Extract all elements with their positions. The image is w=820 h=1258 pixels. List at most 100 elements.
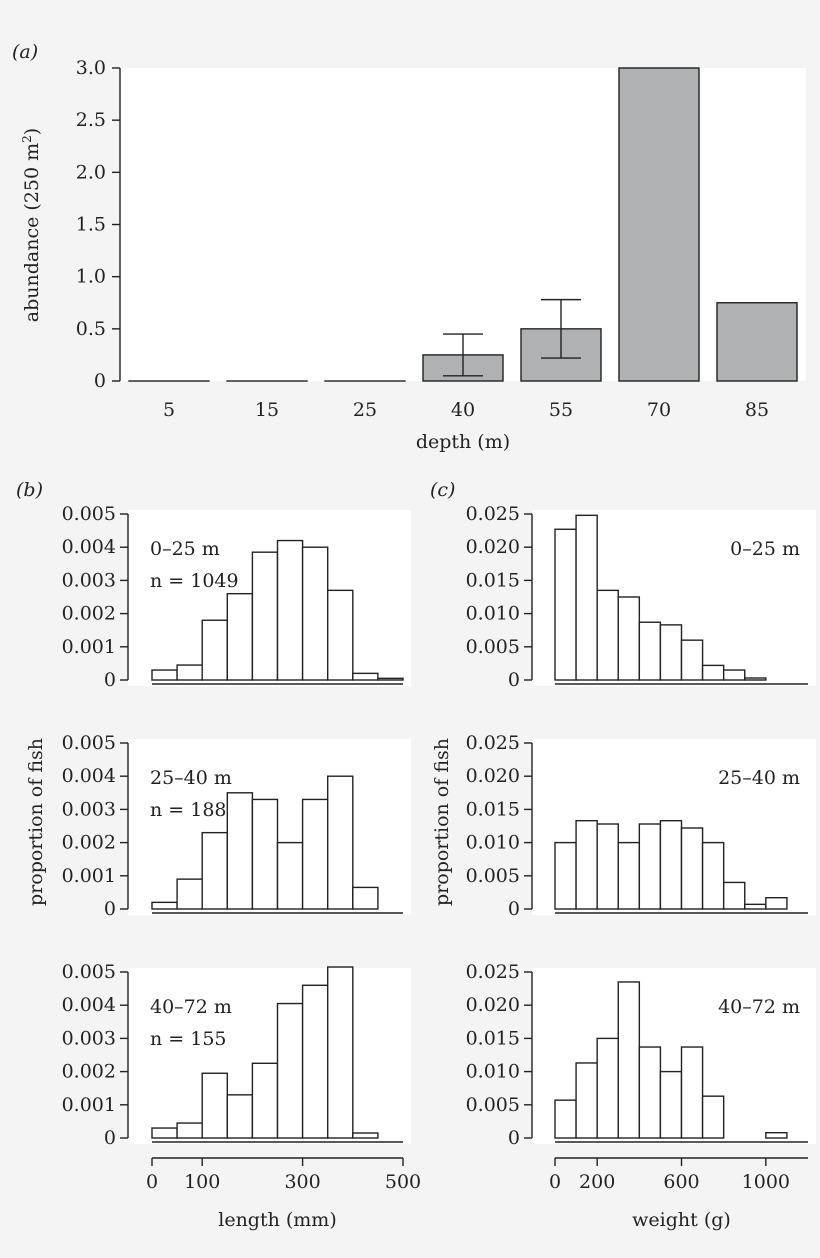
panel-b-x-tick-label: 100 <box>184 1171 220 1193</box>
panel-b-sample-size-label: n = 1049 <box>150 570 239 592</box>
panel-b-histogram-bar <box>176 1122 203 1139</box>
panel-b-y-tick-label: 0.001 <box>62 865 116 887</box>
panel-c-histogram-bar <box>617 841 641 910</box>
panel-b-x-tick-label: 500 <box>385 1171 421 1193</box>
panel-c-histogram-bar <box>680 1046 704 1139</box>
panel-b-depth-label: 40–72 m <box>150 996 232 1018</box>
panel-b-histogram-bar <box>151 1127 178 1139</box>
panel-c-y-tick-label: 0.010 <box>466 603 520 625</box>
panel-b-y-tick-label: 0.002 <box>62 603 116 625</box>
panel-b-histogram-bar <box>226 592 254 681</box>
panel-c-y-tick-label: 0.015 <box>466 1027 520 1049</box>
panel-b-sample-size-label: n = 155 <box>150 1028 227 1050</box>
panel-c-x-tick-label: 0 <box>549 1171 561 1193</box>
panel-b-y-tick-label: 0.004 <box>62 765 116 787</box>
panel-a-x-tick-label: 70 <box>647 399 671 421</box>
panel-b-histogram-bar <box>176 664 203 681</box>
panel-b-histogram-bar <box>176 878 203 910</box>
panel-c-histogram-bar <box>680 639 704 681</box>
panel-a-x-tick-label: 15 <box>255 399 279 421</box>
panel-b-depth-label: 25–40 m <box>150 767 232 789</box>
panel-c-y-tick-label: 0.025 <box>466 732 520 754</box>
panel-c-y-tick-label: 0.025 <box>466 961 520 983</box>
panel-b-y-tick-label: 0 <box>104 1127 116 1149</box>
panel-b-depth-label: 0–25 m <box>150 538 220 560</box>
panel-a-y-tick-label: 1.5 <box>76 214 106 236</box>
panel-b-y-tick-label: 0.005 <box>62 961 116 983</box>
panel-b-length-histograms: (b) 0 0.001 0.002 0.003 0.004 0.005 0–25 m n = 1… <box>16 479 421 1231</box>
panel-c-histogram-bar <box>575 819 598 910</box>
panel-c-x-tick-label: 600 <box>663 1171 699 1193</box>
panel-a-x-tick-label: 85 <box>745 399 769 421</box>
panel-c-histogram-bar <box>659 624 683 681</box>
panel-c-depth-label: 0–25 m <box>730 538 800 560</box>
panel-c-histogram-bar <box>596 823 619 910</box>
panel-b-histogram-bar <box>151 669 178 681</box>
panel-b-y-tick-label: 0.001 <box>62 1094 116 1116</box>
panel-c-histogram-bar <box>638 1046 662 1139</box>
panel-c-y-tick-label: 0.005 <box>466 636 520 658</box>
panel-c-x-tick-label: 200 <box>579 1171 615 1193</box>
panel-b-y-tick-label: 0.003 <box>62 798 116 820</box>
panel-a-x-label: depth (m) <box>416 431 510 453</box>
panel-b-y-tick-label: 0.002 <box>62 832 116 854</box>
panel-a-y-tick-label: 3.0 <box>76 57 106 79</box>
panel-b-y-tick-label: 0.001 <box>62 636 116 658</box>
panel-c-histogram-bar <box>701 841 725 910</box>
panel-c-y-tick-label: 0.025 <box>466 503 520 525</box>
panel-c-y-tick-label: 0.015 <box>466 798 520 820</box>
panel-b-x-label: length (mm) <box>218 1209 337 1231</box>
panel-a-x-tick-label: 5 <box>163 399 175 421</box>
panel-b-label: (b) <box>16 479 43 501</box>
panel-a-bar <box>716 302 798 382</box>
panel-b-histogram-bar <box>301 546 329 681</box>
panel-a-y-tick-label: 0 <box>94 370 106 392</box>
panel-c-y-tick-label: 0.010 <box>466 1061 520 1083</box>
panel-b-histogram-bar <box>276 1002 304 1139</box>
panel-c-label: (c) <box>430 479 455 501</box>
panel-b-y-tick-label: 0.002 <box>62 1061 116 1083</box>
panel-c-histogram-bar <box>575 514 598 681</box>
panel-b-histogram-bar <box>251 798 279 910</box>
panel-c-histogram-bar <box>701 664 725 681</box>
panel-c-histogram-bar <box>744 903 767 910</box>
panel-c-y-tick-label: 0.005 <box>466 865 520 887</box>
panel-c-y-tick-label: 0 <box>508 898 520 920</box>
panel-b-histogram-bar <box>327 966 354 1139</box>
panel-b-y-tick-label: 0.003 <box>62 1027 116 1049</box>
panel-b-histogram-bar <box>377 677 404 681</box>
panel-c-histogram-bar <box>554 841 577 910</box>
panel-c-x-tick-label: 1000 <box>742 1171 790 1193</box>
panel-c-y-tick-label: 0 <box>508 1127 520 1149</box>
panel-b-histogram-bar <box>276 539 304 681</box>
panel-c-histogram-bar <box>638 823 662 910</box>
panel-a-abundance-chart: (a) 0 0.5 1.0 1.5 2.0 2.5 3.0 abundance (250 m2)… <box>12 41 806 453</box>
panel-a-y-label-tail: ) <box>21 128 43 135</box>
panel-c-histogram-bar <box>701 1095 725 1139</box>
panel-c-y-tick-label: 0.020 <box>466 536 520 558</box>
panel-c-histogram-bar <box>575 1062 598 1139</box>
panel-b-histogram-bar <box>201 619 228 681</box>
panel-b-y-tick-label: 0 <box>104 669 116 691</box>
panel-b-histogram-bar <box>226 792 254 910</box>
panel-a-bar <box>618 67 700 382</box>
panel-b-histogram-bar <box>201 1072 228 1139</box>
panel-c-histogram-bar <box>596 589 619 681</box>
panel-b-histogram-bar <box>301 984 329 1139</box>
panel-c-depth-label: 25–40 m <box>718 767 800 789</box>
panel-a-y-label: abundance (250 m2) <box>20 128 43 322</box>
panel-a-y-tick-label: 2.5 <box>76 109 106 131</box>
panel-c-histogram-bar <box>659 819 683 910</box>
panel-b-histogram-bar <box>226 1094 254 1139</box>
panel-b-x-tick-label: 0 <box>146 1171 158 1193</box>
panel-c-y-tick-label: 0.005 <box>466 1094 520 1116</box>
panel-c-histogram-bar <box>617 596 641 681</box>
panel-b-y-tick-label: 0.004 <box>62 994 116 1016</box>
panel-c-y-label: proportion of fish <box>431 738 453 906</box>
panel-b-y-label: proportion of fish <box>25 738 47 906</box>
panel-b-histogram-bar <box>151 901 178 910</box>
panel-b-histogram-bar <box>276 841 304 910</box>
panel-c-histogram-bar <box>765 897 788 910</box>
panel-b-histogram-bar <box>301 798 329 910</box>
panel-b-y-tick-label: 0.005 <box>62 732 116 754</box>
